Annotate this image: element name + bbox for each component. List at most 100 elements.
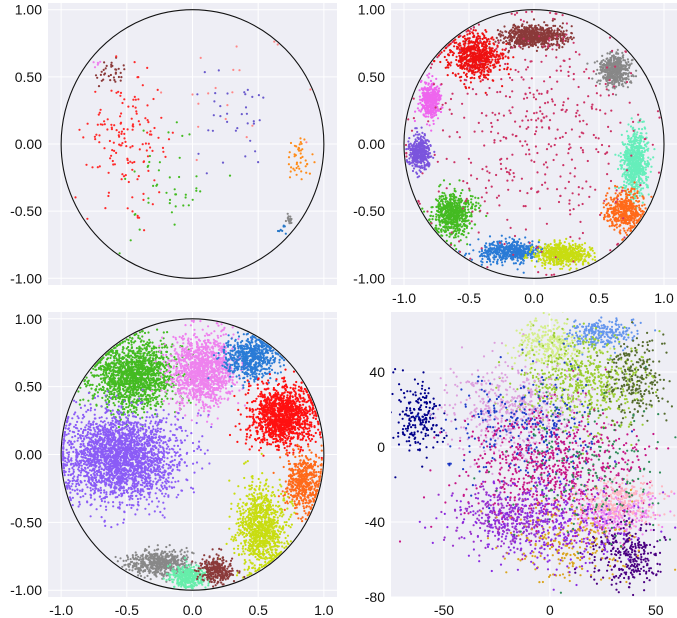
point [620, 64, 623, 67]
point [434, 109, 438, 112]
point [99, 123, 102, 126]
point [168, 202, 171, 205]
point [418, 95, 421, 98]
point [629, 206, 632, 210]
point [630, 168, 634, 171]
point [632, 197, 635, 200]
point [243, 91, 246, 94]
y-tick-label: -0.50 [10, 203, 42, 219]
point [203, 71, 206, 74]
point [624, 206, 627, 209]
point [171, 131, 174, 134]
point [432, 215, 435, 218]
point [629, 81, 632, 84]
point [437, 218, 440, 221]
point [621, 207, 624, 210]
point [470, 201, 473, 204]
point [305, 171, 308, 174]
point [306, 163, 309, 166]
point [483, 41, 486, 44]
point [613, 82, 616, 86]
point [639, 141, 642, 144]
point [619, 229, 622, 232]
point [120, 130, 123, 133]
point [484, 52, 488, 55]
point [527, 30, 530, 33]
point [455, 55, 458, 58]
point [432, 122, 435, 125]
point [548, 29, 551, 32]
point [477, 63, 480, 66]
point [441, 234, 444, 237]
point [586, 62, 589, 65]
point [422, 113, 425, 116]
point [299, 152, 302, 155]
point [565, 37, 568, 40]
point [633, 167, 637, 170]
point [629, 229, 633, 232]
point [538, 31, 541, 34]
point [446, 227, 449, 230]
point [138, 123, 141, 126]
point [635, 199, 638, 202]
point [441, 106, 444, 109]
point [547, 32, 550, 35]
point [483, 45, 486, 49]
point [477, 202, 480, 205]
point [611, 71, 614, 74]
point [491, 58, 494, 61]
point [131, 128, 134, 131]
point [625, 153, 629, 156]
point [157, 136, 160, 139]
point [424, 92, 427, 95]
point [107, 194, 110, 198]
point [414, 140, 417, 143]
point [602, 202, 605, 205]
point [432, 156, 435, 159]
point [477, 58, 480, 61]
point [413, 163, 416, 166]
point [126, 159, 129, 162]
point [414, 110, 417, 113]
point [559, 36, 562, 39]
point [615, 85, 618, 88]
point [464, 58, 467, 61]
point [474, 56, 477, 59]
point [634, 75, 638, 78]
point [456, 220, 459, 223]
point [487, 51, 490, 54]
point [427, 112, 430, 115]
point [254, 150, 257, 153]
point [600, 60, 603, 63]
point [447, 213, 450, 216]
point [503, 25, 506, 28]
point [168, 198, 172, 201]
point [105, 64, 108, 67]
point [288, 176, 292, 179]
point [121, 142, 124, 145]
point [502, 41, 505, 44]
point [429, 94, 433, 97]
points [74, 40, 316, 255]
point [474, 64, 477, 67]
point [131, 168, 134, 171]
point [501, 264, 504, 267]
point [644, 168, 647, 171]
point [612, 216, 615, 219]
point [146, 131, 149, 134]
point [164, 155, 167, 158]
point [455, 196, 458, 199]
point [290, 217, 293, 221]
point [424, 115, 427, 118]
point [425, 139, 428, 142]
point [436, 91, 440, 94]
point [425, 149, 428, 153]
point [455, 63, 458, 66]
point [480, 42, 483, 45]
point [518, 34, 521, 37]
point [501, 85, 504, 88]
point [554, 24, 557, 27]
point [630, 117, 633, 120]
point [495, 50, 498, 53]
point [430, 210, 433, 214]
